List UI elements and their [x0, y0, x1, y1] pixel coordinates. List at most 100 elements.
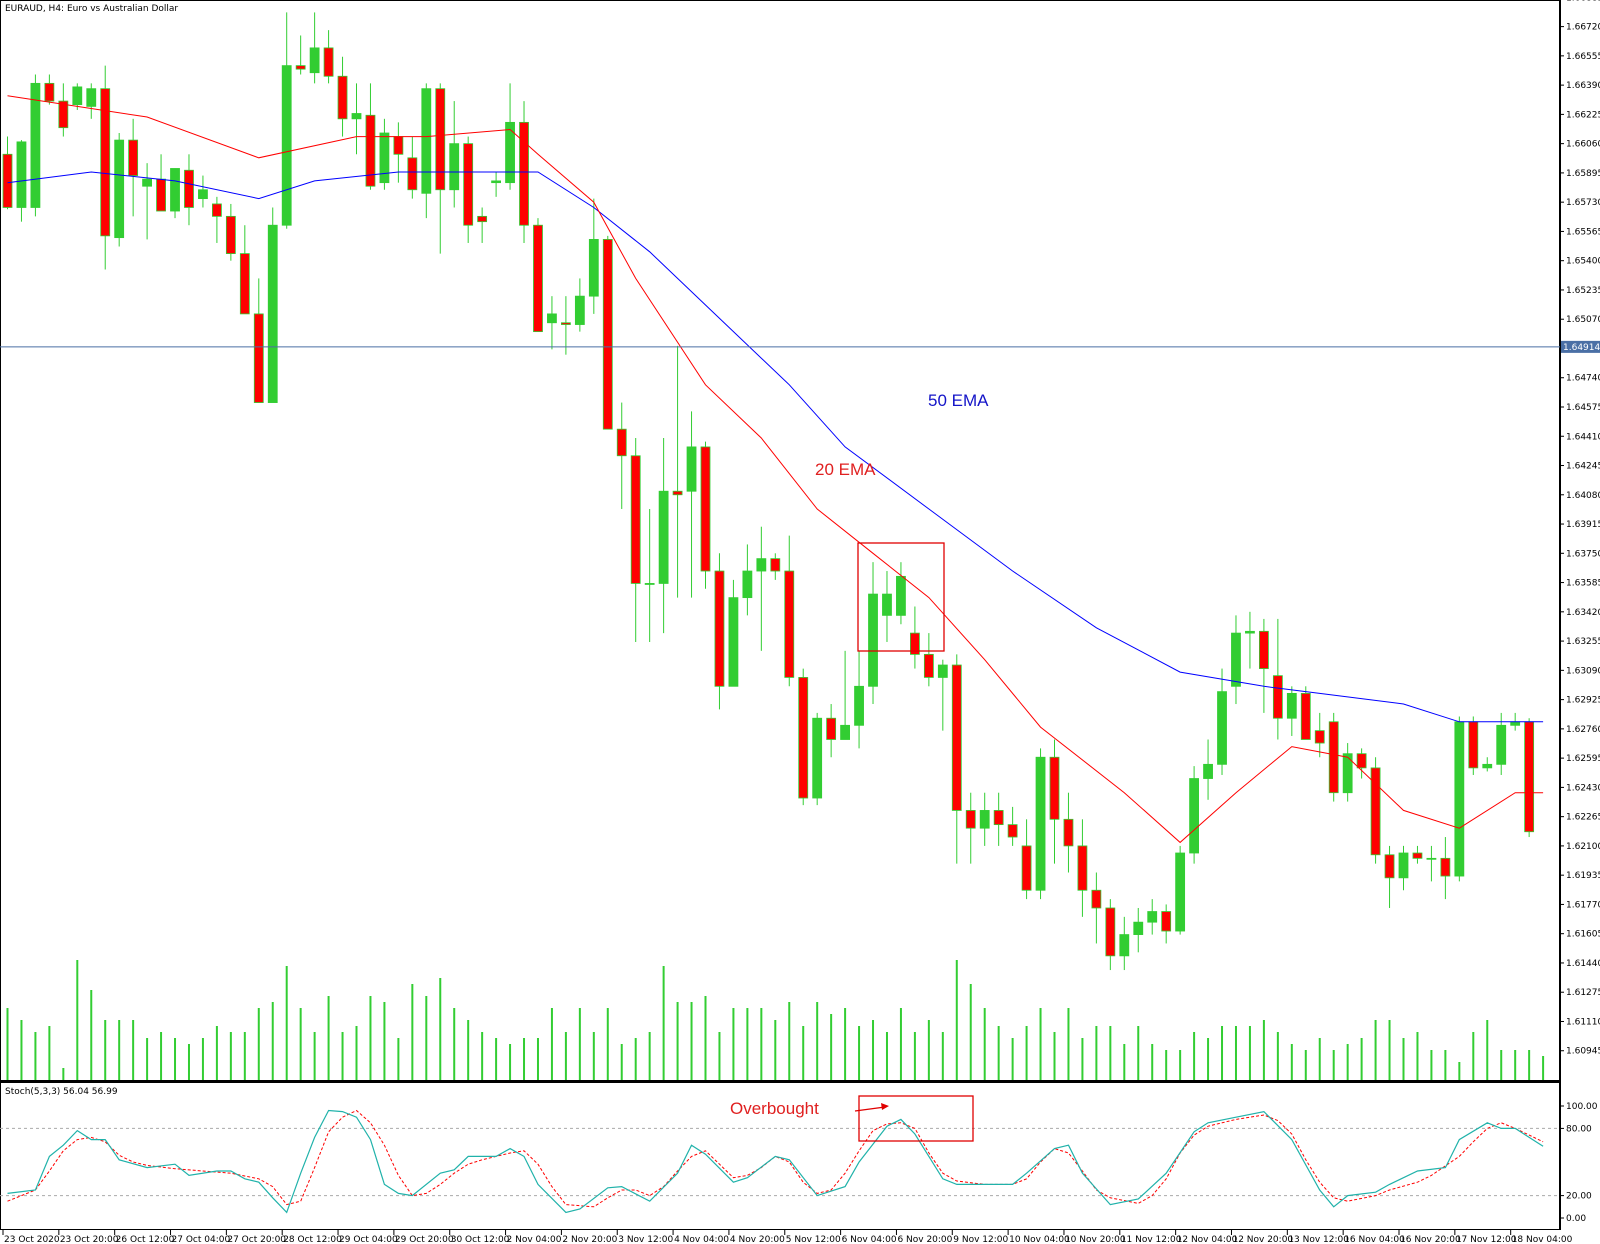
candle-body	[421, 88, 432, 194]
bull-candle	[812, 712, 823, 806]
bull-candle	[72, 83, 83, 110]
candle-body	[965, 810, 976, 829]
candle-body	[588, 239, 599, 297]
price-tick-label: 1.65730	[1566, 198, 1600, 208]
bear-candle	[798, 668, 809, 806]
bull-candle	[658, 438, 669, 634]
bear-candle	[770, 553, 781, 580]
candle-body	[756, 558, 767, 572]
bear-candle	[1384, 845, 1395, 908]
chart-title: EURAUD, H4: Euro vs Australian Dollar	[5, 4, 178, 14]
candle-body	[100, 88, 111, 237]
candle-body	[1398, 852, 1409, 879]
price-tick-label: 1.66885	[1566, 0, 1600, 3]
candle-body	[1231, 632, 1241, 687]
candle-body	[1496, 724, 1507, 765]
candle-body	[86, 88, 97, 107]
candle-body	[1035, 756, 1046, 891]
bear-candle	[407, 136, 418, 199]
price-tick-label: 1.63420	[1566, 608, 1600, 618]
candle-body	[477, 215, 488, 223]
candle-body	[1426, 857, 1437, 860]
price-tick-label: 1.66555	[1566, 52, 1600, 62]
candle-body	[1007, 824, 1018, 838]
candle-body	[1203, 763, 1213, 779]
candle-body	[979, 810, 990, 829]
bear-candle	[295, 35, 306, 75]
time-tick-label: 16 Nov 20:00	[1400, 1235, 1461, 1244]
price-tick-label: 1.66060	[1566, 140, 1600, 150]
bull-candle	[644, 508, 655, 642]
time-tick-label: 5 Nov 12:00	[786, 1235, 841, 1244]
candle-body	[840, 724, 850, 740]
price-tick-label: 1.63915	[1566, 520, 1600, 530]
time-tick-label: 3 Nov 12:00	[618, 1235, 673, 1244]
candle-body	[923, 653, 934, 678]
bear-candle	[1328, 712, 1339, 802]
bear-candle	[561, 296, 571, 355]
bull-candle	[267, 207, 278, 403]
bull-candle	[1245, 611, 1255, 669]
bear-candle	[1370, 757, 1381, 864]
candle-body	[644, 583, 655, 585]
bear-candle	[700, 441, 711, 589]
bear-candle	[239, 225, 250, 315]
candle-body	[491, 180, 502, 184]
candle-body	[812, 717, 823, 799]
price-tick-label: 1.63255	[1566, 637, 1600, 647]
bear-candle	[784, 535, 795, 687]
candle-body	[616, 428, 627, 457]
candle-body	[1077, 845, 1088, 891]
time-tick-label: 4 Nov 04:00	[674, 1235, 729, 1244]
price-tick-label: 1.62595	[1566, 754, 1600, 764]
bear-candle	[1091, 872, 1102, 944]
price-tick-label: 1.64245	[1566, 462, 1600, 472]
candle-body	[1259, 630, 1269, 669]
current-price-marker	[1561, 340, 1600, 353]
candle-body	[937, 664, 948, 678]
bear-candle	[1468, 716, 1479, 775]
candle-body	[896, 575, 906, 616]
price-tick-label: 1.62925	[1566, 696, 1600, 706]
bull-candle	[1147, 899, 1158, 935]
candle-body	[658, 490, 669, 584]
candle-body	[156, 178, 166, 212]
candle-body	[672, 490, 683, 496]
candle-body	[742, 570, 753, 599]
bear-candle	[965, 792, 976, 864]
price-tick-label: 1.64080	[1566, 491, 1600, 501]
time-tick-label: 23 Oct 20:00	[60, 1235, 119, 1244]
time-tick-label: 18 Nov 04:00	[1512, 1235, 1573, 1244]
ema20-line	[7, 95, 1544, 844]
time-tick-label: 6 Nov 20:00	[897, 1235, 952, 1244]
candle-body	[700, 446, 711, 572]
bull-candle	[1231, 615, 1241, 705]
time-tick-label: 27 Oct 20:00	[227, 1235, 286, 1244]
stoch-title: Stoch(5,3,3) 56.04 56.99	[5, 1087, 118, 1097]
candle-body	[728, 597, 739, 687]
bear-candle	[211, 196, 222, 243]
candle-body	[267, 224, 278, 403]
bull-candle	[114, 133, 125, 247]
bear-candle	[337, 56, 348, 137]
candle-body	[142, 178, 153, 187]
candle-body	[128, 139, 139, 176]
bull-candle	[1203, 739, 1213, 800]
time-tick-label: 10 Nov 04:00	[1009, 1235, 1070, 1244]
candle-body	[72, 86, 83, 106]
bull-candle	[491, 172, 502, 197]
candle-body	[1328, 721, 1339, 794]
time-tick-label: 10 Nov 20:00	[1065, 1235, 1126, 1244]
candle-body	[547, 313, 557, 324]
candle-body	[1091, 889, 1102, 909]
candle-body	[602, 239, 613, 430]
time-tick-label: 23 Oct 2020	[4, 1235, 60, 1244]
bear-candle	[128, 118, 139, 217]
bear-candle	[1440, 837, 1451, 900]
price-tick-label: 1.65235	[1566, 286, 1600, 296]
bear-candle	[533, 218, 543, 333]
bull-candle	[1286, 686, 1297, 736]
bull-candle	[198, 175, 208, 208]
price-tick-label: 1.61605	[1566, 930, 1600, 940]
candle-body	[239, 253, 250, 315]
